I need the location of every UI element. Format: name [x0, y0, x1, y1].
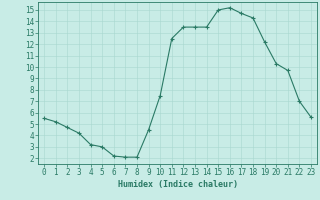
X-axis label: Humidex (Indice chaleur): Humidex (Indice chaleur) — [118, 180, 238, 189]
